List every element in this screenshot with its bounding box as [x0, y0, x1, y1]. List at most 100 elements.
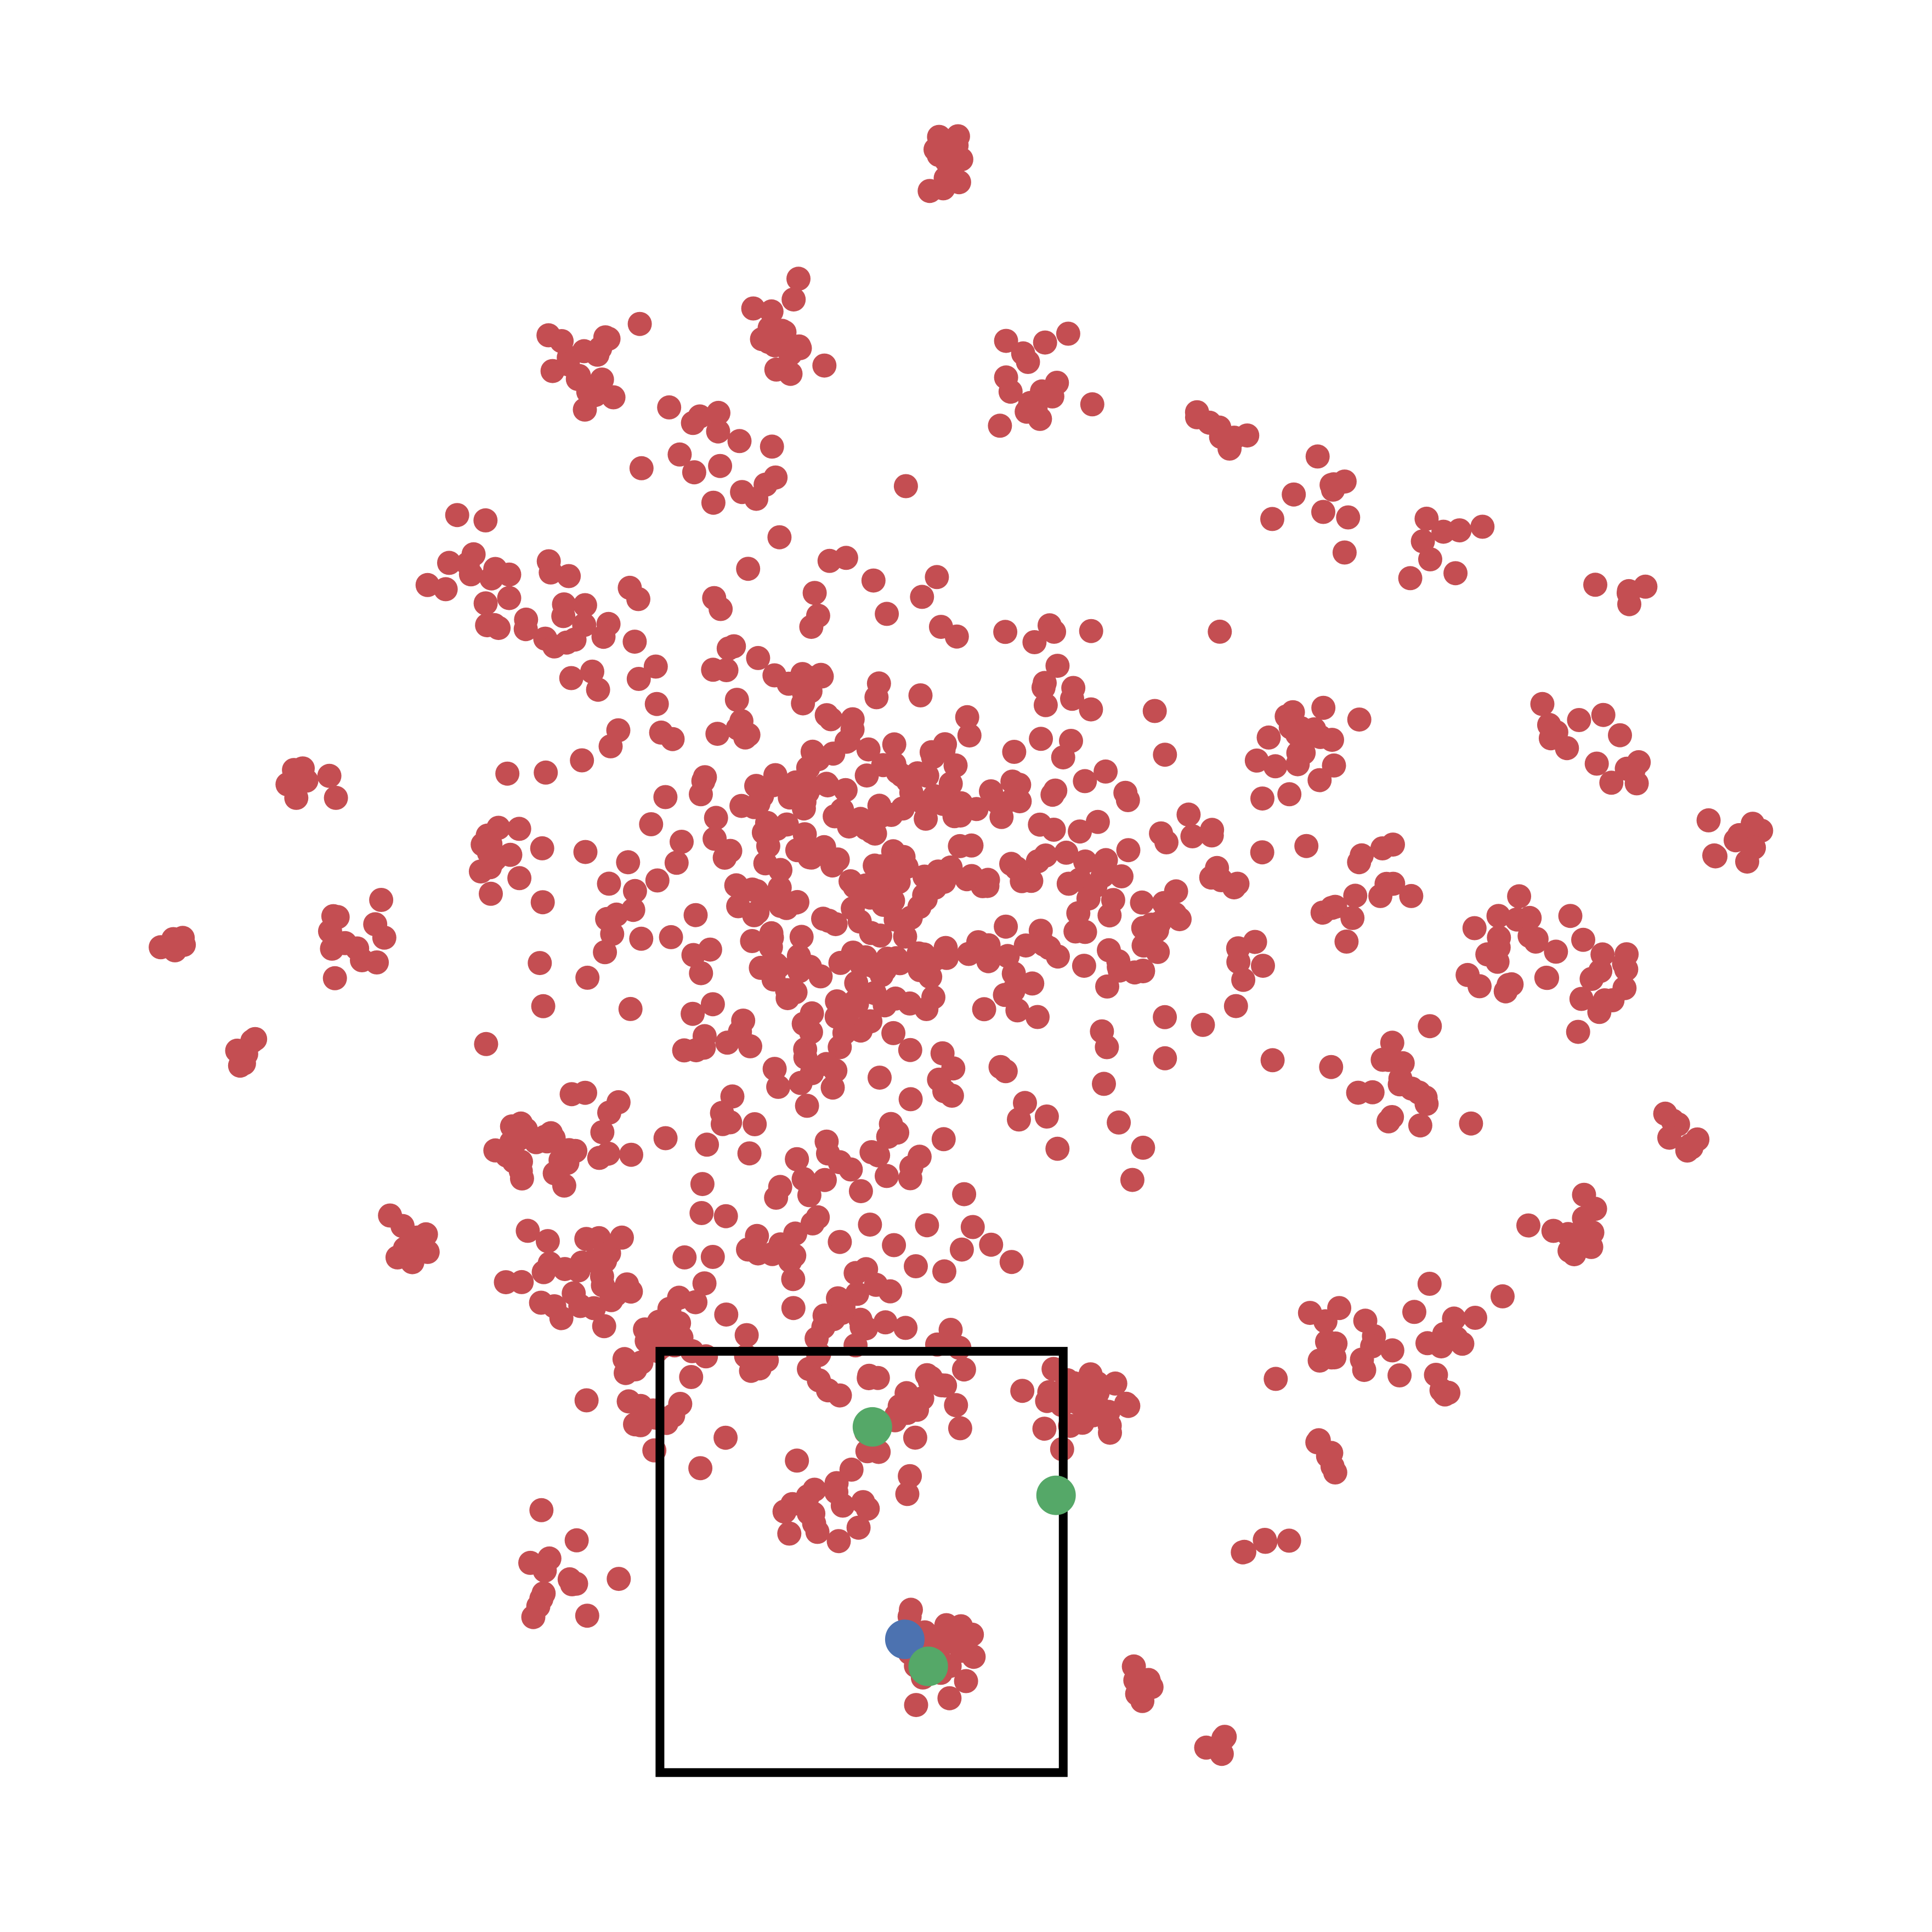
data-point — [1387, 1363, 1412, 1387]
data-point — [858, 1009, 883, 1034]
data-point — [1388, 1067, 1413, 1091]
data-point — [998, 379, 1023, 404]
data-point — [851, 945, 875, 970]
data-point — [1095, 1035, 1119, 1060]
data-point — [938, 772, 963, 796]
data-point — [1116, 1393, 1141, 1418]
data-point — [688, 1456, 713, 1481]
data-point — [861, 568, 886, 593]
data-point — [570, 748, 594, 773]
green-point — [852, 1407, 892, 1447]
data-point — [683, 903, 708, 927]
data-point — [1340, 905, 1365, 930]
data-point — [458, 562, 483, 587]
data-point — [606, 1090, 631, 1114]
data-point — [1305, 444, 1330, 469]
data-point — [873, 1310, 898, 1335]
data-point — [706, 400, 730, 425]
data-point — [365, 950, 389, 975]
data-point — [866, 671, 891, 696]
data-point — [954, 1669, 978, 1693]
data-point — [321, 904, 345, 928]
data-point — [515, 1219, 540, 1243]
data-point — [1285, 752, 1310, 777]
data-point — [1232, 1539, 1256, 1564]
data-point — [736, 557, 761, 581]
data-point — [875, 602, 899, 626]
data-point — [1085, 1371, 1110, 1396]
data-point — [726, 716, 750, 741]
data-point — [672, 1038, 696, 1063]
data-point — [1558, 904, 1583, 928]
data-point — [621, 898, 645, 922]
data-point — [610, 1225, 634, 1250]
data-point — [659, 925, 683, 949]
data-point — [858, 1213, 882, 1237]
data-point — [702, 586, 727, 610]
data-point — [1223, 994, 1248, 1018]
data-point — [814, 703, 839, 728]
data-point — [1094, 759, 1118, 784]
data-point — [690, 1172, 715, 1197]
data-point — [904, 1254, 928, 1278]
data-point — [950, 1639, 975, 1663]
data-point — [1657, 1125, 1681, 1150]
data-point — [644, 692, 669, 716]
data-point — [843, 1261, 868, 1285]
data-point — [907, 1145, 932, 1169]
data-point — [1491, 1284, 1515, 1308]
data-point — [1305, 1430, 1330, 1455]
data-point — [1153, 743, 1177, 767]
data-point — [1034, 1104, 1059, 1129]
data-point — [400, 1250, 424, 1274]
data-point — [830, 797, 854, 822]
data-point — [647, 1310, 671, 1334]
data-point — [580, 659, 604, 684]
data-point — [785, 1147, 809, 1171]
data-point — [1535, 966, 1560, 990]
data-point — [653, 785, 678, 809]
data-point — [507, 866, 532, 891]
data-point — [1402, 1300, 1426, 1324]
data-point — [593, 1249, 617, 1273]
data-point — [948, 834, 972, 858]
data-point — [960, 1215, 985, 1239]
data-point — [1380, 1338, 1404, 1363]
data-point — [1571, 927, 1595, 952]
data-point — [809, 664, 834, 689]
data-point — [743, 1112, 767, 1136]
data-point — [575, 965, 600, 990]
data-point — [808, 964, 833, 989]
data-point — [1020, 971, 1045, 996]
data-point — [528, 951, 552, 976]
data-point — [1185, 405, 1209, 429]
data-point — [781, 287, 806, 312]
data-point — [893, 1316, 918, 1340]
data-point — [1319, 896, 1344, 920]
data-point — [914, 806, 938, 831]
data-point — [1418, 1014, 1442, 1039]
data-point — [614, 1361, 638, 1385]
data-point — [763, 952, 788, 977]
data-point — [1352, 1358, 1376, 1383]
data-point — [988, 413, 1012, 438]
data-point — [369, 888, 394, 912]
data-point — [764, 817, 789, 841]
data-point — [718, 1110, 743, 1135]
data-point — [798, 1020, 823, 1044]
data-point — [824, 1480, 849, 1504]
data-point — [591, 1273, 615, 1298]
data-point — [893, 474, 918, 498]
data-point — [700, 1245, 725, 1269]
data-point — [626, 667, 651, 691]
data-point — [781, 1267, 806, 1291]
data-point — [952, 1182, 977, 1206]
data-point — [821, 848, 846, 873]
data-point — [1250, 786, 1274, 811]
data-point — [713, 1204, 738, 1228]
data-point — [593, 940, 617, 965]
data-point — [1131, 1135, 1155, 1160]
data-point — [437, 551, 461, 575]
data-point — [1302, 717, 1327, 741]
data-point — [1056, 321, 1080, 346]
